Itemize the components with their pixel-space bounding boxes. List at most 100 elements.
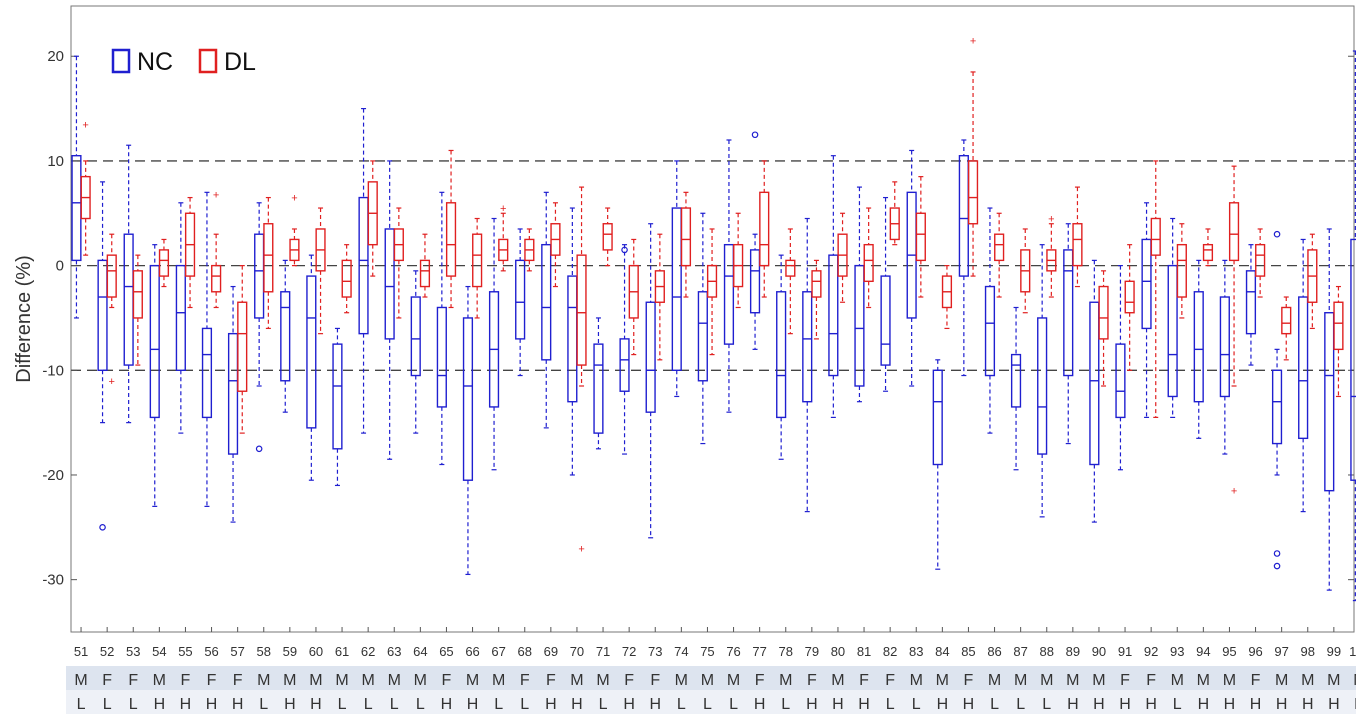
x-tick-label: 86 [987,644,1001,659]
sex-label: M [675,672,688,689]
level-label: H [284,696,296,713]
x-tick-label: 77 [752,644,766,659]
level-label: H [832,696,844,713]
box [1141,238,1152,330]
box [1219,296,1230,398]
box [1281,306,1292,335]
level-label: L [338,696,347,713]
box [619,338,630,392]
level-label: H [649,696,661,713]
level-label: H [1354,696,1356,713]
x-tick-label: 100 [1349,644,1356,659]
series-nc [71,50,1356,602]
level-label: H [858,696,870,713]
box [1115,343,1126,419]
outlier: + [500,203,506,215]
box [341,259,352,298]
sex-label: M [361,672,374,689]
x-tick-label: 91 [1118,644,1132,659]
x-tick-label: 61 [335,644,349,659]
level-label: H [571,696,583,713]
sex-label: M [492,672,505,689]
legend: NC DL [111,48,256,76]
x-tick-label: 87 [1013,644,1027,659]
row-band-level [66,690,1356,714]
sex-label: M [936,672,949,689]
box [880,275,891,366]
x-tick-label: 54 [152,644,166,659]
legend-label-nc: NC [137,48,173,76]
level-label: L [1016,696,1025,713]
x-tick-label: 75 [700,644,714,659]
box [410,296,421,377]
x-tick-label: 82 [883,644,897,659]
legend-swatch-dl [198,48,218,74]
level-label: H [937,696,949,713]
outlier: + [213,189,219,201]
x-tick-label: 64 [413,644,427,659]
box [759,191,770,267]
level-label: L [729,696,738,713]
box [1245,270,1257,335]
box [149,264,160,419]
level-label: L [990,696,999,713]
box [1350,238,1356,481]
box [863,243,874,283]
outlier [621,246,628,254]
level-label: H [545,696,557,713]
box [472,233,483,288]
x-tick-label: 72 [622,644,636,659]
level-label: L [1173,696,1182,713]
box [1167,264,1178,398]
box [106,254,117,298]
sex-label: F [102,672,112,689]
x-tick-label: 96 [1248,644,1262,659]
level-label: L [886,696,895,713]
x-tick-label: 88 [1040,644,1054,659]
box [306,275,317,429]
box [1037,317,1048,455]
x-tick-label: 83 [909,644,923,659]
x-tick-label: 69 [544,644,558,659]
outlier: + [1231,486,1237,498]
sex-label: F [546,672,556,689]
level-label: L [520,696,529,713]
level-label: H [754,696,766,713]
sex-label: M [1066,672,1079,689]
x-tick-label: 63 [387,644,401,659]
y-tick-label: -10 [42,362,64,379]
box [593,343,604,434]
sex-label: F [1146,672,1156,689]
box [1271,369,1283,445]
sex-label: F [442,672,452,689]
box [576,254,587,366]
level-label: L [77,696,86,713]
box [967,160,979,225]
sex-label: M [388,672,401,689]
sex-label: M [414,672,427,689]
x-tick-label: 74 [674,644,688,659]
sex-label: M [74,672,87,689]
box [541,243,552,361]
sex-label: M [466,672,479,689]
sex-label: F [885,672,895,689]
box [776,291,787,419]
level-label: L [103,696,112,713]
sex-label: F [624,672,634,689]
x-tick-label: 62 [361,644,375,659]
box [419,259,431,288]
sex-label: M [1014,672,1027,689]
level-label: L [364,696,373,713]
outlier [99,524,106,531]
sex-label: M [257,672,270,689]
box [384,228,395,340]
box [436,306,447,408]
x-tick-label: 70 [570,644,584,659]
x-tick-label: 95 [1222,644,1236,659]
sex-label: M [779,672,792,689]
box [802,291,813,403]
box [915,212,926,262]
sex-label: F [755,672,765,689]
sex-label: F [1120,672,1130,689]
box [994,233,1005,262]
